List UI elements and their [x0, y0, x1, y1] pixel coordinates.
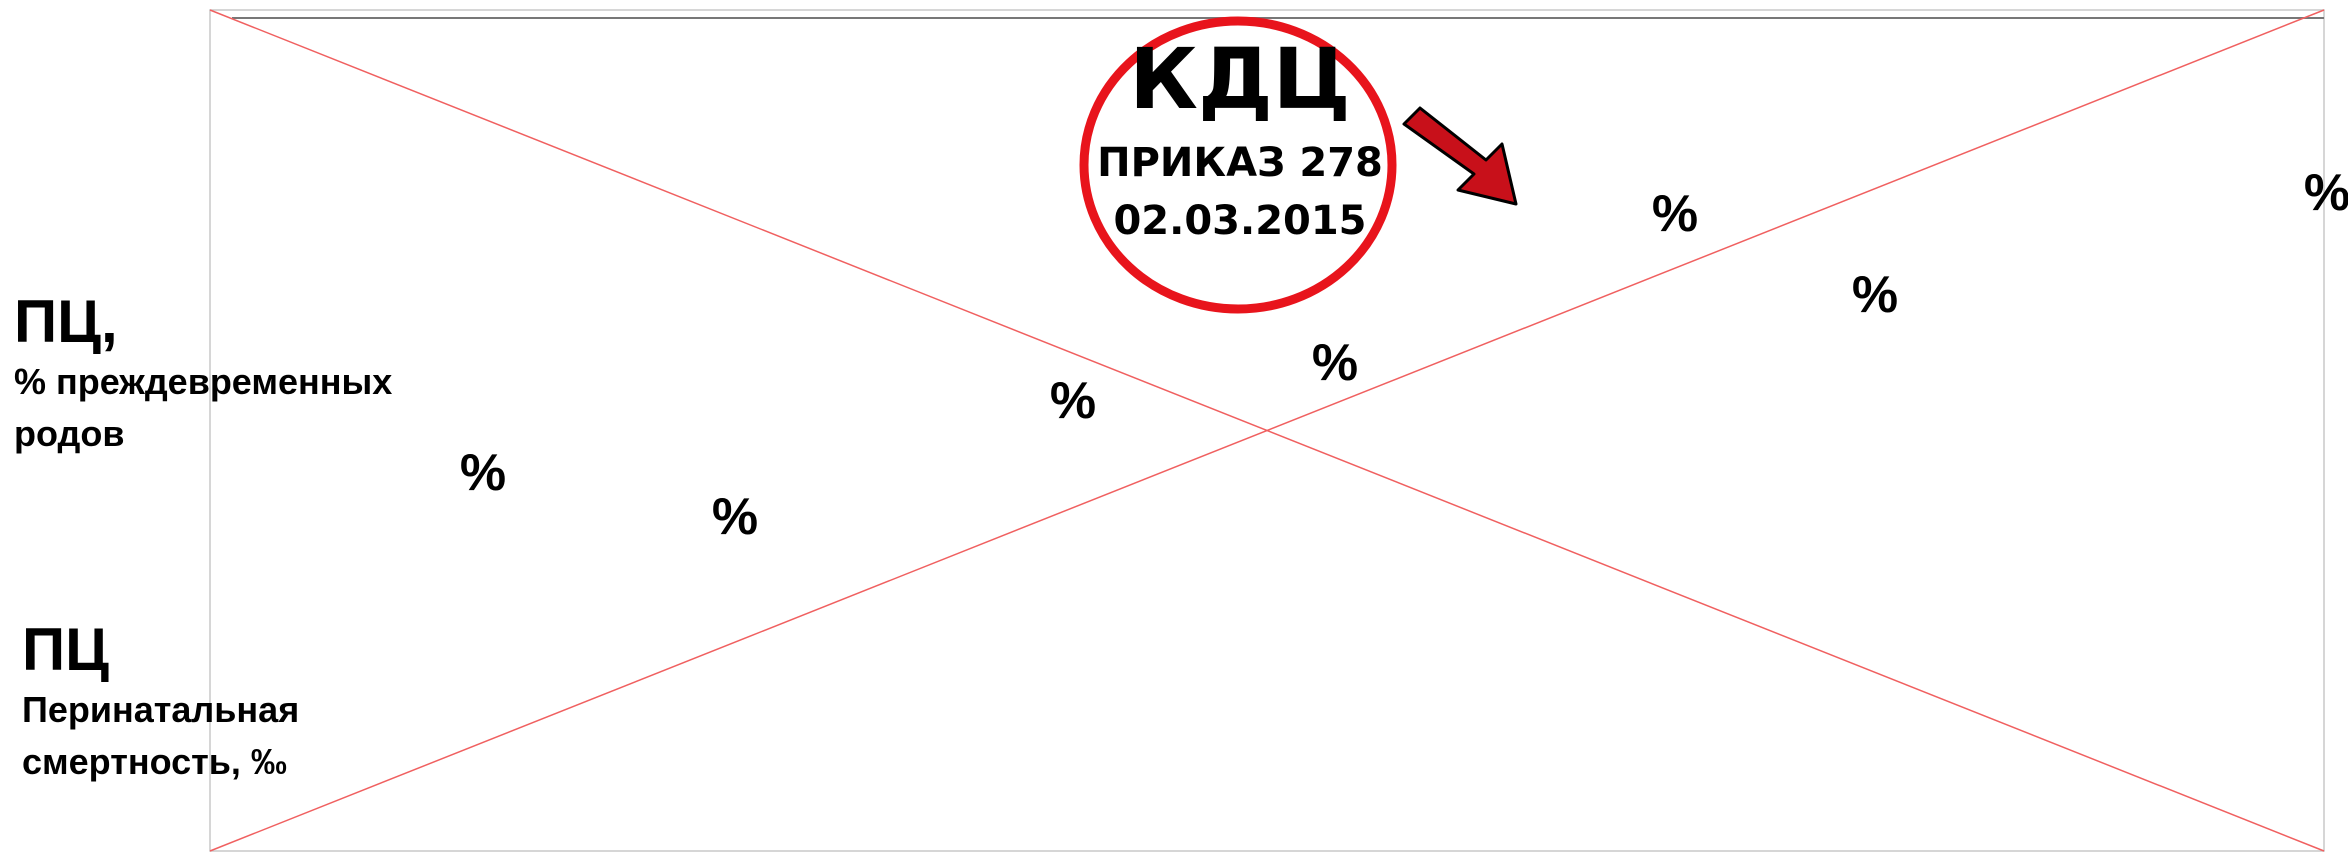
- percent-marker: %: [712, 488, 758, 546]
- arrow: [1402, 106, 1518, 206]
- badge-title: КДЦ: [1129, 30, 1350, 128]
- percent-marker: %: [460, 444, 506, 502]
- placeholder-cross: [209, 9, 2325, 852]
- legend-line: смертность, ‰: [22, 741, 287, 782]
- percent-marker: %: [1652, 185, 1698, 243]
- legend-line: родов: [14, 413, 124, 454]
- badge-circle: [1079, 16, 1397, 314]
- legend-title: ПЦ,: [14, 288, 118, 355]
- badge-date: 02.03.2015: [1113, 198, 1366, 244]
- percent-marker: %: [2304, 164, 2348, 222]
- image-placeholder: [209, 9, 2325, 852]
- legend-title: ПЦ: [22, 616, 109, 683]
- percent-marker: %: [1050, 372, 1096, 430]
- percent-marker: %: [1312, 334, 1358, 392]
- percent-marker: %: [1852, 266, 1898, 324]
- legend-line: Перинатальная: [22, 689, 299, 730]
- legend-line: % преждевременных: [14, 361, 392, 402]
- badge-order: ПРИКАЗ 278: [1097, 140, 1383, 186]
